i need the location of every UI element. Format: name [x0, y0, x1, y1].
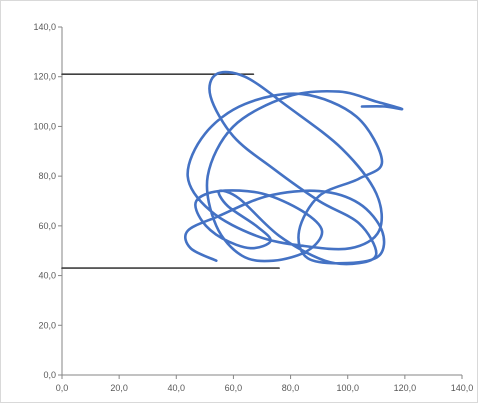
y-tick-label: 20,0 — [38, 320, 56, 330]
y-tick-label: 120,0 — [33, 72, 56, 82]
x-tick-label: 100,0 — [336, 383, 359, 393]
y-tick-label: 140,0 — [33, 22, 56, 32]
x-tick-label: 20,0 — [110, 383, 128, 393]
y-tick-group: 0,0 20,0 40,0 60,0 80,0 100,0 120,0 140,0 — [33, 22, 62, 380]
x-tick-label: 0,0 — [56, 383, 69, 393]
y-tick-label: 100,0 — [33, 121, 56, 131]
x-tick-label: 60,0 — [225, 383, 243, 393]
x-tick-label: 140,0 — [451, 383, 474, 393]
x-tick-label: 80,0 — [282, 383, 300, 393]
x-tick-label: 120,0 — [394, 383, 417, 393]
y-tick-label: 60,0 — [38, 221, 56, 231]
y-tick-label: 0,0 — [43, 370, 56, 380]
series-curve — [183, 70, 404, 266]
y-tick-label: 40,0 — [38, 271, 56, 281]
x-tick-group: 0,0 20,0 40,0 60,0 80,0 100,0 120,0 140,0 — [56, 375, 474, 393]
series-layer — [61, 70, 404, 269]
x-tick-label: 40,0 — [168, 383, 186, 393]
y-tick-label: 80,0 — [38, 171, 56, 181]
